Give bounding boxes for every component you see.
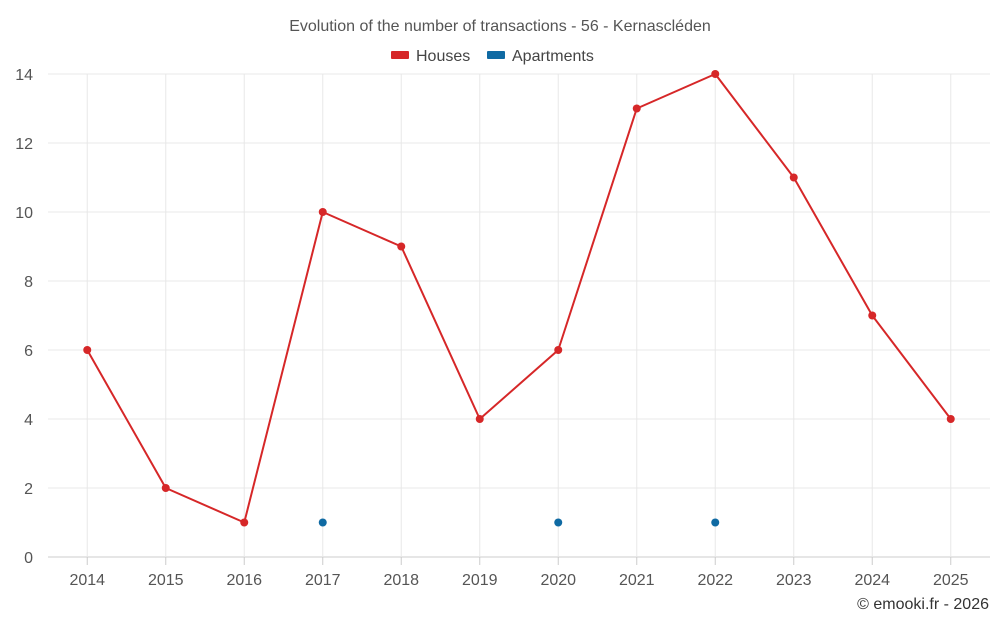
point-houses-2024[interactable] xyxy=(868,311,877,320)
y-axis: 0 2 4 6 8 10 12 14 xyxy=(15,67,33,567)
y-tick-label: 0 xyxy=(24,550,33,567)
series-layer xyxy=(83,70,955,527)
x-tick-label: 2018 xyxy=(383,572,419,589)
point-houses-2023[interactable] xyxy=(789,173,798,182)
x-tick-label: 2022 xyxy=(697,572,733,589)
y-tick-label: 14 xyxy=(15,67,33,84)
legend[interactable]: Houses Apartments xyxy=(391,48,594,65)
x-tick-label: 2023 xyxy=(776,572,812,589)
x-axis: 2014 2015 2016 2017 2018 2019 2020 2021 2022 2023… xyxy=(69,557,969,589)
point-apartments-2020[interactable] xyxy=(554,518,563,527)
credit-text: © emooki.fr - 2026 xyxy=(857,596,989,613)
x-tick-label: 2020 xyxy=(540,572,576,589)
x-tick-label: 2015 xyxy=(148,572,184,589)
point-houses-2019[interactable] xyxy=(475,415,484,423)
grid xyxy=(48,73,990,558)
point-houses-2016[interactable] xyxy=(240,518,249,527)
point-houses-2021[interactable] xyxy=(632,104,641,113)
x-tick-label: 2016 xyxy=(226,572,262,589)
series-line-houses xyxy=(86,73,952,524)
x-tick-label: 2014 xyxy=(69,572,105,589)
y-tick-label: 4 xyxy=(24,412,33,429)
y-tick-label: 6 xyxy=(24,343,33,360)
x-tick-label: 2017 xyxy=(305,572,341,589)
x-tick-label: 2025 xyxy=(933,572,969,589)
point-houses-2017[interactable] xyxy=(318,208,327,216)
point-houses-2022[interactable] xyxy=(711,70,720,78)
legend-swatch-apartments xyxy=(487,51,505,59)
x-tick-label: 2024 xyxy=(854,572,890,589)
y-tick-label: 10 xyxy=(15,205,33,222)
point-apartments-2022[interactable] xyxy=(711,518,720,527)
legend-label-houses[interactable]: Houses xyxy=(416,48,470,65)
x-tick-label: 2021 xyxy=(619,572,655,589)
point-houses-2014[interactable] xyxy=(83,346,92,354)
point-houses-2015[interactable] xyxy=(161,484,170,492)
point-apartments-2017[interactable] xyxy=(318,518,327,527)
chart-title: Evolution of the number of transactions … xyxy=(289,18,711,35)
y-tick-label: 12 xyxy=(15,136,33,153)
point-houses-2018[interactable] xyxy=(397,242,406,251)
y-tick-label: 8 xyxy=(24,274,33,291)
y-tick-label: 2 xyxy=(24,481,33,498)
legend-swatch-houses xyxy=(391,51,409,59)
point-houses-2020[interactable] xyxy=(554,346,563,354)
point-houses-2025[interactable] xyxy=(946,415,955,423)
legend-label-apartments[interactable]: Apartments xyxy=(512,48,594,65)
x-tick-label: 2019 xyxy=(462,572,498,589)
